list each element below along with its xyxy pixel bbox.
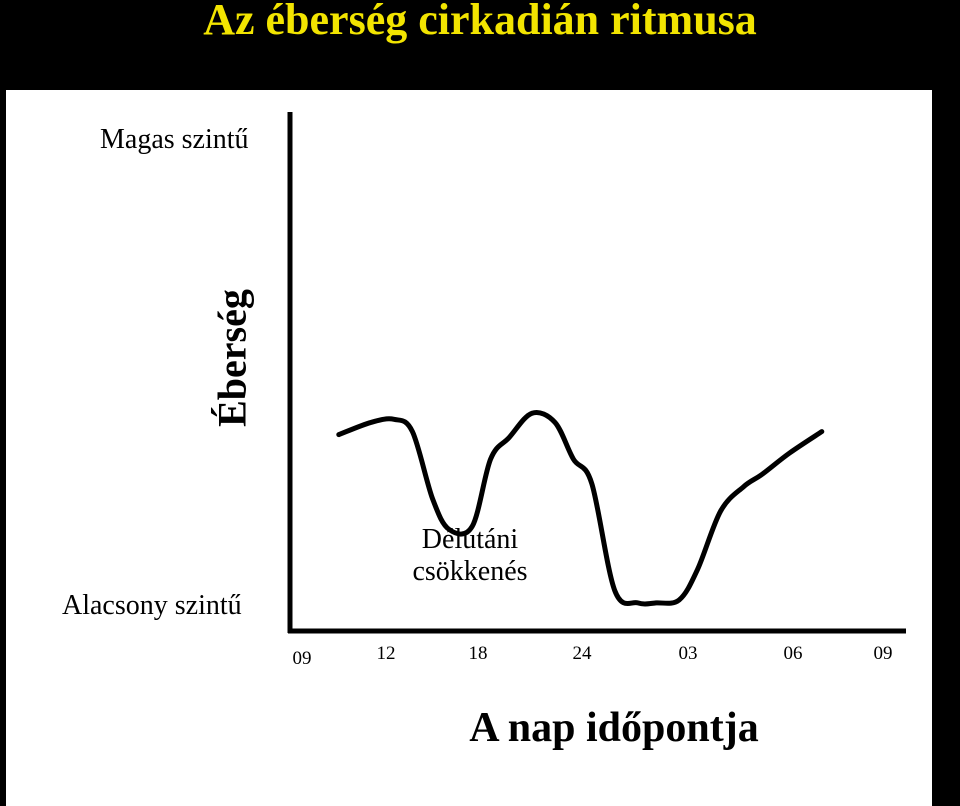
x-tick-label: 24 bbox=[573, 643, 593, 664]
title-bar: Az éberség cirkadián ritmusa bbox=[0, 0, 960, 90]
y-high-label: Magas szintű bbox=[100, 124, 249, 155]
chart-title: Az éberség cirkadián ritmusa bbox=[203, 0, 757, 44]
x-tick-label: 18 bbox=[469, 643, 488, 664]
x-tick-labels: 09 12 18 24 03 06 09 bbox=[293, 643, 893, 669]
x-tick-label: 12 bbox=[377, 643, 396, 664]
y-low-label: Alacsony szintű bbox=[62, 590, 242, 621]
x-tick-label: 06 bbox=[784, 643, 803, 664]
chart-panel bbox=[6, 90, 932, 806]
x-tick-label: 09 bbox=[874, 643, 893, 664]
annotation-line-2: csökkenés bbox=[412, 556, 528, 587]
x-axis-label: A nap időpontja bbox=[469, 705, 759, 751]
series-line bbox=[336, 410, 825, 607]
annotation: Délutáni csökkenés bbox=[412, 524, 527, 588]
x-tick-label: 09 bbox=[293, 648, 312, 669]
x-tick-label: 03 bbox=[679, 643, 698, 664]
